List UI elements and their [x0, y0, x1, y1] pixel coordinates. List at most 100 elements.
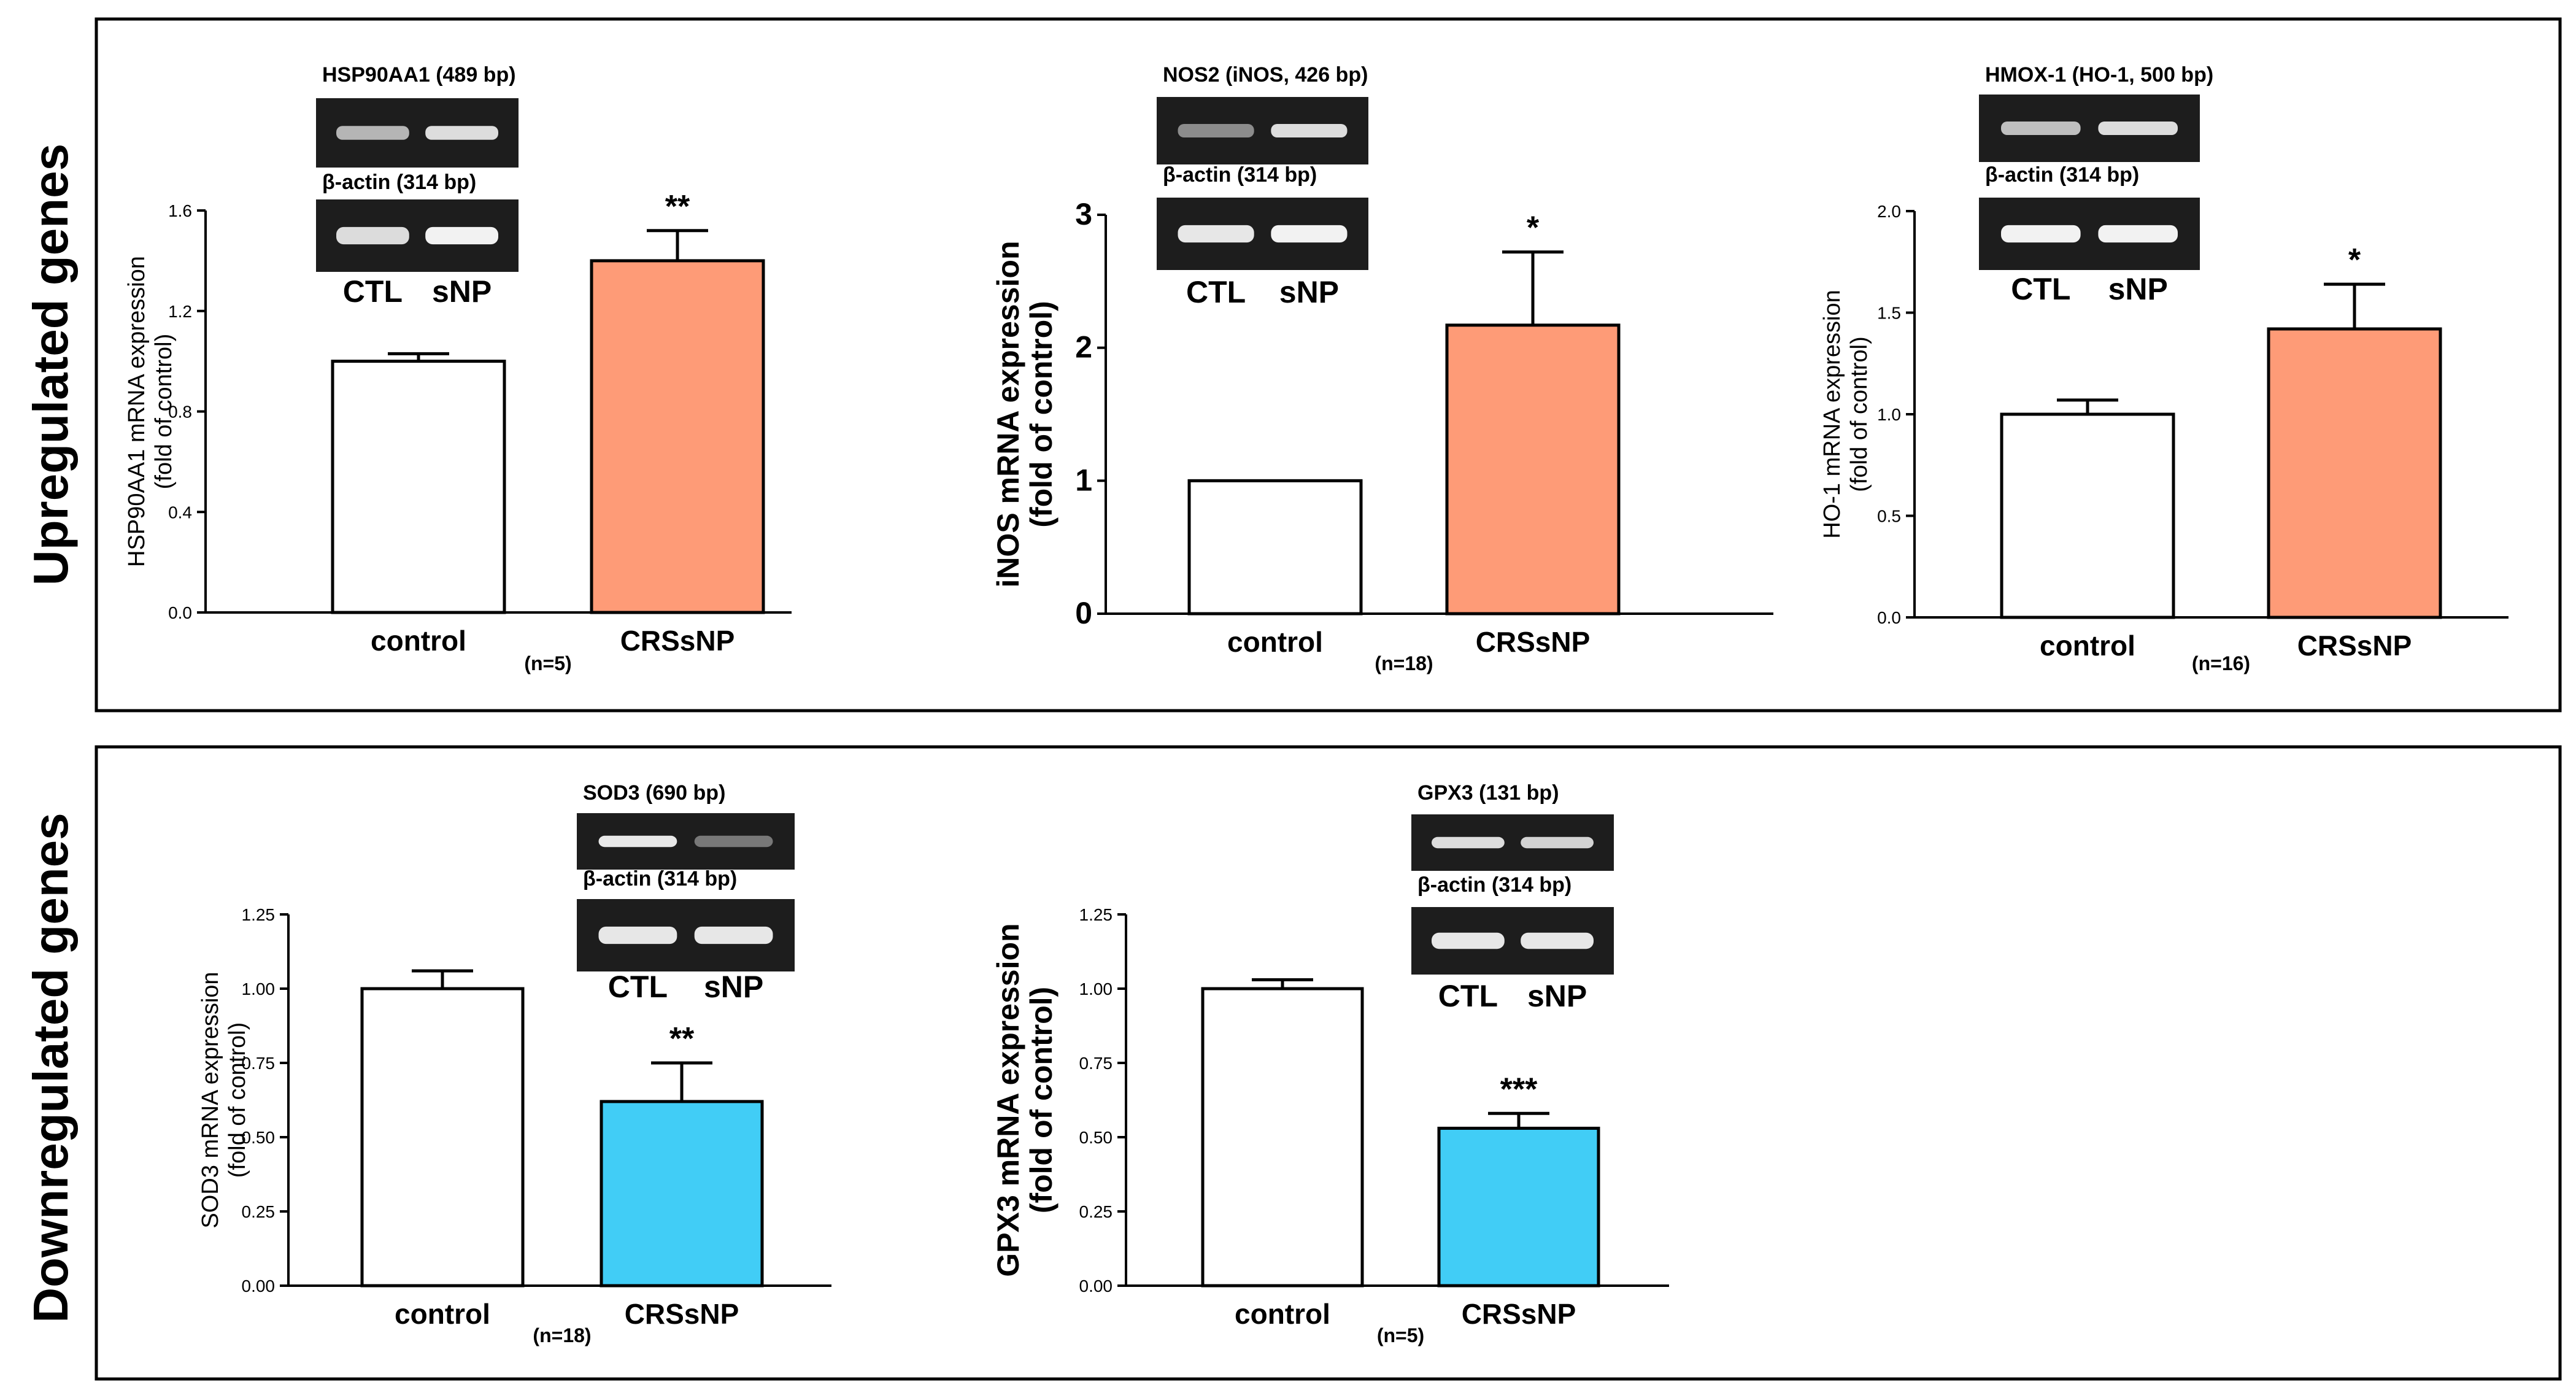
y-tick-label: 0.25: [242, 1202, 276, 1221]
significance-marker: *: [1527, 210, 1540, 246]
downregulated-panel-frame: [94, 745, 2562, 1381]
gel-lane-label: sNP: [432, 274, 492, 309]
y-tick-label: 1.6: [168, 201, 192, 220]
upregulated-panel-label: Upregulated genes: [23, 144, 78, 585]
y-tick-label: 1.00: [1079, 979, 1113, 998]
category-label: CRSsNP: [625, 1298, 739, 1330]
gel-band: [2001, 225, 2081, 243]
bar-crssnp: [1445, 323, 1621, 616]
gel-lane-label: CTL: [608, 970, 668, 1004]
y-tick-label: 0.50: [1079, 1128, 1113, 1147]
gel-band: [1521, 932, 1594, 949]
downregulated-panel-label: Downregulated genes: [23, 813, 78, 1323]
upregulated-panel-frame: [94, 17, 2562, 713]
significance-marker: ***: [1500, 1072, 1538, 1107]
gel-control-label: β-actin (314 bp): [583, 867, 737, 890]
bar-control: [360, 987, 525, 1288]
gel-band: [336, 226, 409, 245]
bar-crssnp: [2267, 327, 2442, 619]
y-tick-label: 2: [1075, 330, 1092, 365]
significance-marker: **: [665, 189, 690, 225]
y-tick-label: 1.25: [1079, 905, 1113, 924]
gel-band: [1271, 124, 1348, 137]
y-tick-label: 0: [1075, 596, 1092, 630]
y-tick-label: 3: [1075, 197, 1092, 231]
bar-chart: 0.00 0.25 0.50 0.75 1.00 1.25 GPX3 mRNA expres…: [991, 781, 1669, 1346]
y-axis-label: SOD3 mRNA expression(fold of control): [198, 971, 250, 1228]
gel-band: [598, 835, 677, 848]
bar-chart: 0.00 0.25 0.50 0.75 1.00 1.25 SOD3 mRNA expres…: [198, 781, 831, 1346]
gel-band: [694, 835, 773, 848]
gel-band: [425, 126, 498, 140]
bar-control: [1201, 987, 1364, 1288]
gel-band: [1521, 836, 1594, 849]
sample-size-label: (n=18): [1375, 652, 1433, 674]
bar-crssnp: [1437, 1126, 1600, 1288]
gel-band: [2098, 225, 2178, 243]
gel-lane-label: sNP: [704, 970, 763, 1004]
y-axis-label: HO-1 mRNA expression(fold of control): [1819, 290, 1872, 538]
gel-control-label: β-actin (314 bp): [1163, 163, 1317, 187]
y-tick-label: 0.75: [242, 1054, 276, 1073]
sample-size-label: (n=5): [524, 652, 571, 674]
category-label: CRSsNP: [620, 625, 735, 657]
bar-control: [1187, 479, 1363, 616]
y-tick-label: 0.5: [1877, 507, 1901, 526]
gel-lane-label: sNP: [1527, 979, 1587, 1013]
sample-size-label: (n=5): [1377, 1324, 1424, 1346]
gel-band: [2001, 122, 2081, 135]
bar-chart: 0.0 0.4 0.8 1.2 1.6 HSP90AA1 mRNA expression(…: [124, 63, 792, 674]
gel-lane-label: CTL: [1186, 275, 1246, 309]
gel-lane-label: CTL: [2011, 272, 2070, 306]
y-tick-label: 0.4: [168, 503, 192, 522]
category-label: control: [2040, 630, 2135, 662]
y-tick-label: 1.00: [242, 979, 276, 998]
gel-target-label: HMOX-1 (HO-1, 500 bp): [1985, 63, 2213, 87]
gel-lane-label: CTL: [1438, 979, 1498, 1013]
significance-marker: *: [2348, 242, 2361, 278]
bar-crssnp: [600, 1100, 764, 1288]
y-tick-label: 0.8: [168, 403, 192, 422]
gel-band: [1432, 836, 1505, 849]
y-tick-label: 0.50: [242, 1128, 276, 1147]
gel-target-label: SOD3 (690 bp): [583, 781, 725, 805]
category-label: control: [1235, 1298, 1330, 1330]
y-tick-label: 0.25: [1079, 1202, 1113, 1221]
category-label: control: [395, 1298, 490, 1330]
y-tick-label: 0.00: [1079, 1276, 1113, 1296]
y-tick-label: 1.5: [1877, 304, 1901, 323]
y-tick-label: 0.00: [242, 1276, 276, 1296]
y-tick-label: 2.0: [1877, 202, 1901, 221]
gel-target-label: GPX3 (131 bp): [1417, 781, 1559, 805]
y-tick-label: 0.0: [1877, 608, 1901, 627]
category-label: CRSsNP: [1476, 626, 1591, 658]
gel-band: [694, 926, 773, 944]
gel-band: [598, 926, 677, 944]
y-tick-label: 1.0: [1877, 405, 1901, 424]
gel-band: [336, 126, 409, 140]
bar-crssnp: [590, 259, 765, 614]
gel-control-label: β-actin (314 bp): [322, 171, 476, 194]
gel-band: [2098, 122, 2178, 135]
gel-target-label: NOS2 (iNOS, 426 bp): [1163, 63, 1368, 87]
bar-control: [331, 360, 506, 614]
category-label: CRSsNP: [2297, 630, 2412, 662]
gel-target-label: HSP90AA1 (489 bp): [322, 63, 516, 87]
sample-size-label: (n=18): [533, 1324, 591, 1346]
gel-lane-label: sNP: [1279, 275, 1339, 309]
sample-size-label: (n=16): [2192, 652, 2250, 674]
gel-control-label: β-actin (314 bp): [1417, 873, 1571, 897]
gel-lane-label: CTL: [343, 274, 403, 309]
y-axis-label: GPX3 mRNA expression(fold of control): [991, 923, 1059, 1276]
category-label: control: [1227, 626, 1323, 658]
gel-band: [1271, 225, 1348, 243]
y-tick-label: 0.75: [1079, 1054, 1113, 1073]
bar-chart: 0.0 0.5 1.0 1.5 2.0 HO-1 mRNA expression(fold…: [1819, 63, 2509, 674]
bar-control: [2000, 412, 2175, 619]
gel-lane-label: sNP: [2108, 272, 2168, 306]
gel-band: [1178, 225, 1254, 243]
gel-band: [425, 226, 498, 245]
category-label: CRSsNP: [1462, 1298, 1576, 1330]
category-label: control: [371, 625, 466, 657]
